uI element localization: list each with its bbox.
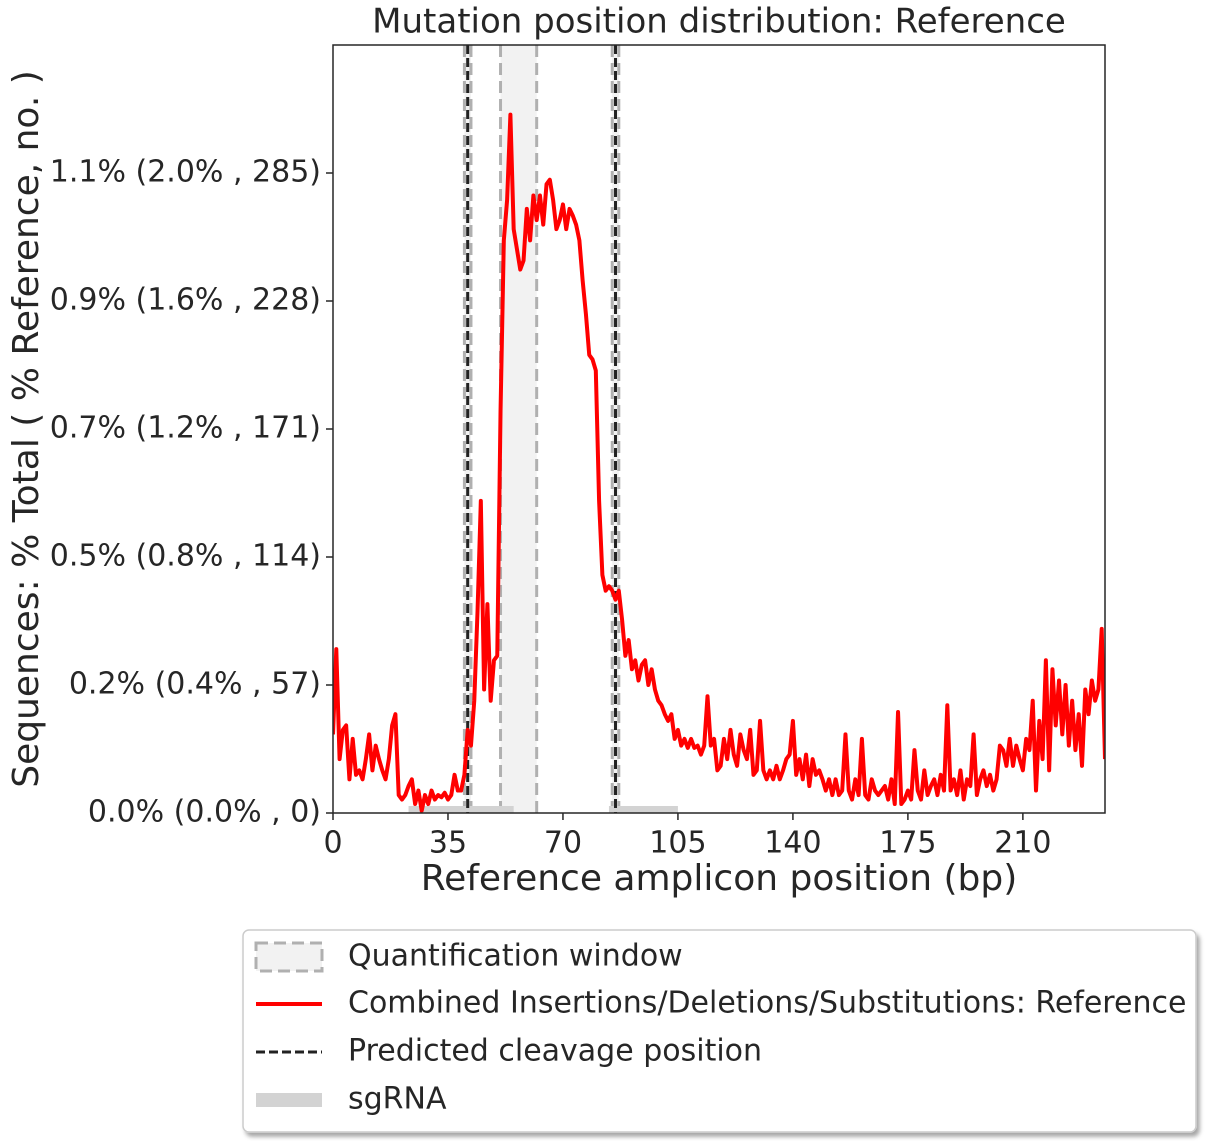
legend-swatch — [256, 1093, 322, 1107]
y-tick-label: 0.0% (0.0% , 0) — [88, 795, 321, 830]
x-tick-label: 35 — [429, 826, 467, 861]
sgrna-bar — [608, 806, 678, 813]
axes: 0 35 70 105 140 175 210 0.0% (0.0% , 0) 0.2% (0.… — [50, 44, 1106, 861]
y-tick-label: 0.5% (0.8% , 114) — [50, 539, 321, 574]
quantification-window — [500, 45, 537, 813]
legend-label: Predicted cleavage position — [348, 1034, 762, 1069]
legend-box — [242, 929, 1197, 1133]
legend-label: Quantification window — [348, 939, 683, 974]
data-line — [333, 112, 1105, 813]
x-tick-label: 70 — [544, 826, 582, 861]
x-tick-label: 210 — [994, 826, 1051, 861]
x-tick-label: 140 — [764, 826, 821, 861]
y-tick-label: 0.9% (1.6% , 228) — [50, 283, 321, 318]
plot-frame — [332, 44, 1106, 814]
chart-title: Mutation position distribution: Referenc… — [372, 2, 1066, 42]
y-axis-label: Sequences: % Total ( % Reference, no. ) — [6, 70, 47, 788]
plot-area — [333, 45, 1105, 813]
sgrna-bar — [408, 806, 514, 813]
legend-label: sgRNA — [348, 1082, 447, 1117]
x-tick-label: 175 — [879, 826, 936, 861]
legend-swatch — [254, 941, 324, 973]
legend-label: Combined Insertions/Deletions/Substituti… — [348, 986, 1186, 1021]
y-tick-label: 0.2% (0.4% , 57) — [69, 667, 321, 702]
y-tick-label: 1.1% (2.0% , 285) — [50, 155, 321, 190]
x-axis-label: Reference amplicon position (bp) — [421, 858, 1018, 899]
x-tick-label: 105 — [649, 826, 706, 861]
y-tick-label: 0.7% (1.2% , 171) — [50, 411, 321, 446]
x-tick-label: 0 — [323, 826, 342, 861]
legend: Quantification window Combined Insertions… — [242, 929, 1197, 1133]
